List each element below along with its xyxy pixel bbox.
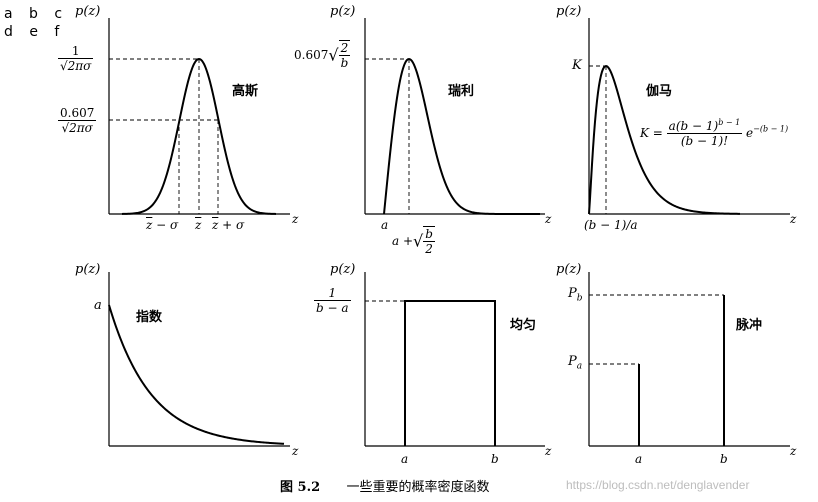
- gaussian-ylabel: p(z): [75, 4, 101, 19]
- rayleigh-ytick: 0.607√ 2 b: [294, 40, 351, 70]
- gaussian-name: 高斯: [232, 84, 259, 99]
- rayleigh-xtick-peak-den: 2: [425, 242, 433, 256]
- impulse-xlabel: z: [790, 444, 797, 458]
- gamma-name: 伽马: [646, 84, 673, 99]
- gaussian-ytick-peak-num: 1: [58, 44, 94, 59]
- gamma-ylabel: p(z): [556, 4, 582, 19]
- rayleigh-ylabel: p(z): [330, 4, 356, 19]
- exponential-name: 指数: [136, 310, 163, 325]
- gaussian-xtick-minus: z − σ: [146, 218, 178, 232]
- exponential-xlabel: z: [292, 444, 299, 458]
- uniform-name: 均匀: [510, 318, 537, 333]
- gamma-formula-e-exp: −(b − 1): [753, 124, 789, 134]
- caption-number: 图 5.2: [280, 480, 321, 495]
- rayleigh-xlabel: z: [545, 212, 552, 226]
- gaussian-ytick-607-num: 0.607: [58, 106, 97, 121]
- impulse-name: 脉冲: [736, 318, 763, 333]
- uniform-ytick-num: 1: [314, 286, 351, 301]
- uniform-xtick-a: a: [401, 452, 409, 466]
- impulse-xtick-b: b: [720, 452, 728, 466]
- rayleigh-ytick-num: 2: [338, 41, 351, 56]
- impulse-pb-p: P: [568, 286, 577, 301]
- watermark: https://blog.csdn.net/denglavender: [566, 478, 750, 492]
- panel-letters-row2: d e f: [4, 24, 66, 40]
- exponential-ytick-a: a: [94, 298, 102, 313]
- rayleigh-ytick-den: b: [340, 56, 349, 70]
- exponential-ylabel: p(z): [75, 262, 101, 277]
- rayleigh-ytick-coef: 0.607: [294, 48, 329, 62]
- gaussian-ytick-607: 0.607 √2πσ: [58, 106, 97, 135]
- impulse-ytick-pb: Pb: [568, 286, 583, 304]
- panel-letters-row1: a b c: [4, 6, 69, 22]
- rayleigh-xtick-peak: a +√ b 2: [392, 226, 435, 256]
- gaussian-zbar-2: z: [212, 218, 219, 232]
- impulse-ylabel: p(z): [556, 262, 582, 277]
- gamma-plot: [588, 18, 790, 215]
- gamma-xlabel: z: [790, 212, 797, 226]
- gamma-formula-num: a(b − 1): [668, 119, 719, 133]
- uniform-ytick-den: b − a: [316, 301, 349, 315]
- gaussian-plot: [108, 18, 290, 215]
- uniform-box: [404, 300, 496, 446]
- rayleigh-xtick-peak-num: b: [423, 227, 435, 242]
- gaussian-xtick-plus: z + σ: [212, 218, 244, 232]
- gamma-curve: [588, 64, 741, 215]
- gamma-formula: K = a(b − 1)b − 1 (b − 1)! e−(b − 1): [640, 118, 788, 148]
- impulse-xtick-a: a: [635, 452, 643, 466]
- uniform-plot: [364, 272, 545, 447]
- rayleigh-name: 瑞利: [448, 84, 475, 99]
- gamma-ytick-K: K: [572, 58, 582, 73]
- rayleigh-curve: [383, 57, 540, 215]
- impulse-pb-sub: b: [576, 293, 583, 304]
- uniform-xtick-b: b: [491, 452, 499, 466]
- impulse-pa-sub: a: [576, 361, 583, 372]
- gaussian-zbar-1: z: [146, 218, 153, 232]
- rayleigh-xtick-a: a: [381, 218, 389, 232]
- impulse-pa-p: P: [568, 354, 577, 369]
- gamma-formula-lhs: K =: [640, 126, 663, 140]
- exponential-curve: [108, 304, 285, 445]
- gaussian-minus-sigma: − σ: [152, 218, 179, 232]
- gaussian-ytick-peak: 1 √2πσ: [58, 44, 94, 73]
- gaussian-ytick-peak-den: √2πσ: [60, 59, 92, 73]
- uniform-xlabel: z: [545, 444, 552, 458]
- rayleigh-xtick-peak-prefix: a +: [392, 234, 414, 248]
- figure-caption: 图 5.2 一些重要的概率密度函数: [280, 476, 489, 495]
- gamma-formula-e: e: [746, 126, 754, 140]
- gamma-xtick: (b − 1)/a: [584, 218, 638, 232]
- impulse-ytick-pa: Pa: [568, 354, 582, 372]
- gamma-formula-den: (b − 1)!: [680, 134, 729, 148]
- exponential-plot: [108, 272, 290, 447]
- gamma-formula-num-exp: b − 1: [718, 118, 741, 127]
- gaussian-plus-sigma: + σ: [218, 218, 245, 232]
- gaussian-xtick-mean: z: [195, 218, 202, 232]
- gaussian-xlabel: z: [292, 212, 299, 226]
- rayleigh-plot: [364, 18, 545, 215]
- caption-title: 一些重要的概率密度函数: [346, 480, 490, 495]
- gaussian-ytick-607-den: √2πσ: [61, 121, 93, 135]
- impulse-plot: [588, 272, 790, 447]
- uniform-ylabel: p(z): [330, 262, 356, 277]
